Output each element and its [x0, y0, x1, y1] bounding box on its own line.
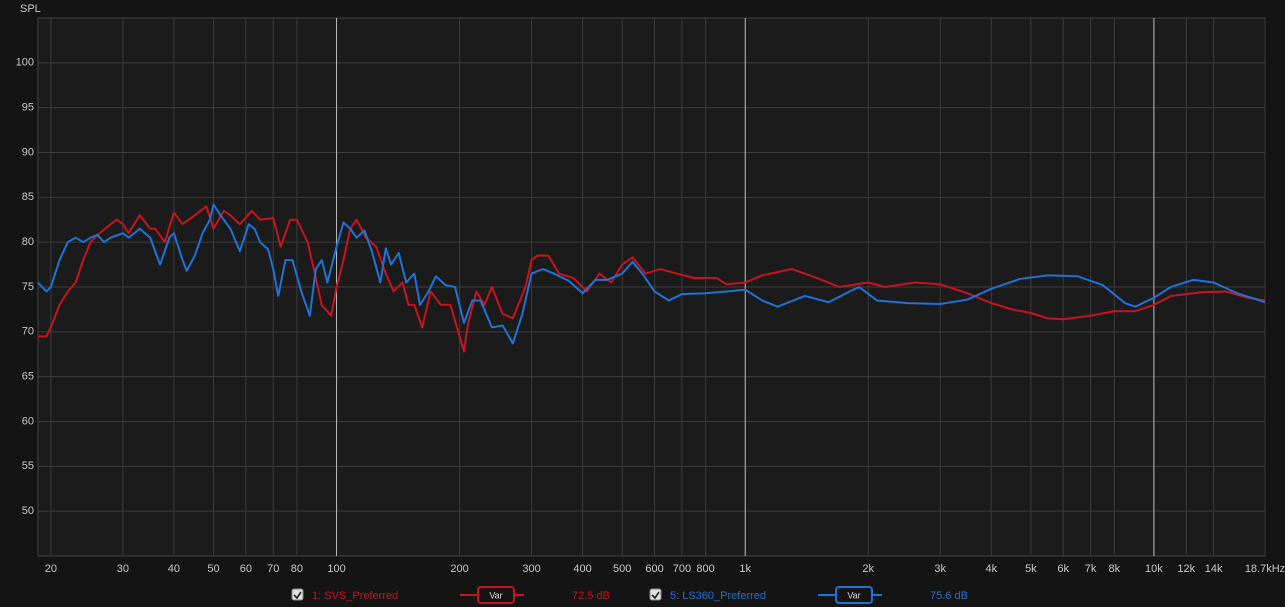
- var-button[interactable]: [477, 586, 515, 604]
- x-tick-label: 60: [240, 563, 252, 575]
- y-tick-label: 90: [22, 146, 34, 158]
- checkmark: [293, 591, 302, 600]
- x-tick-label: 5k: [1025, 563, 1037, 575]
- var-button-label: Var: [847, 590, 860, 600]
- x-tick-label: 7k: [1085, 563, 1097, 575]
- x-tick-label: 3k: [934, 563, 946, 575]
- x-tick-label: 40: [168, 563, 180, 575]
- y-tick-label: 80: [22, 236, 34, 248]
- legend-label: 5: LS360_Preferred: [670, 590, 766, 602]
- x-tick-label: 70: [267, 563, 279, 575]
- y-tick-label: 70: [22, 326, 34, 338]
- x-tick-label: 600: [645, 563, 663, 575]
- y-tick-label: 100: [16, 57, 34, 69]
- legend-level: 72.5 dB: [572, 590, 610, 602]
- checkmark: [651, 591, 660, 600]
- x-tick-label: 20: [45, 563, 57, 575]
- x-tick-label: 4k: [985, 563, 997, 575]
- legend-label: 1: SVS_Preferred: [312, 590, 398, 602]
- x-tick-label: 700: [673, 563, 691, 575]
- y-axis-label: SPL: [20, 3, 41, 15]
- x-tick-label: 500: [613, 563, 631, 575]
- x-tick-label: 1k: [739, 563, 751, 575]
- x-tick-label: 12k: [1177, 563, 1195, 575]
- x-tick-label: 14k: [1205, 563, 1223, 575]
- x-tick-label: 18.7kHz: [1245, 563, 1285, 575]
- x-tick-label: 6k: [1057, 563, 1069, 575]
- var-button-label: Var: [489, 590, 502, 600]
- x-tick-label: 100: [327, 563, 345, 575]
- y-tick-label: 65: [22, 371, 34, 383]
- x-tick-label: 200: [450, 563, 468, 575]
- var-button[interactable]: [835, 586, 873, 604]
- legend-level: 75.6 dB: [930, 590, 968, 602]
- y-tick-label: 55: [22, 460, 34, 472]
- y-tick-label: 95: [22, 102, 34, 114]
- x-tick-label: 50: [207, 563, 219, 575]
- series-line: [37, 203, 1266, 345]
- y-tick-label: 50: [22, 505, 34, 517]
- x-tick-label: 30: [117, 563, 129, 575]
- x-tick-label: 400: [573, 563, 591, 575]
- y-tick-label: 60: [22, 415, 34, 427]
- series-line: [38, 205, 1266, 353]
- x-tick-label: 800: [696, 563, 714, 575]
- y-tick-label: 75: [22, 281, 34, 293]
- x-tick-label: 80: [291, 563, 303, 575]
- x-tick-label: 300: [522, 563, 540, 575]
- x-tick-label: 10k: [1145, 563, 1163, 575]
- x-tick-label: 8k: [1108, 563, 1120, 575]
- y-tick-label: 85: [22, 191, 34, 203]
- x-tick-label: 2k: [862, 563, 874, 575]
